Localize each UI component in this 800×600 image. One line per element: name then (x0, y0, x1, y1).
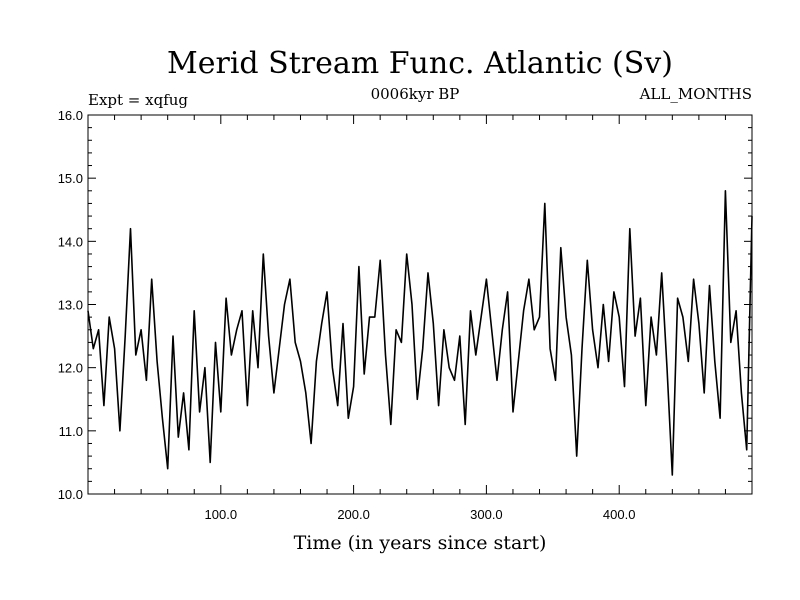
chart-title: Merid Stream Func. Atlantic (Sv) (167, 46, 673, 81)
y-tick-label: 14.0 (58, 234, 83, 249)
y-tick-label: 11.0 (59, 424, 83, 439)
x-tick-label: 400.0 (603, 507, 636, 522)
x-axis-label: Time (in years since start) (294, 532, 547, 554)
experiment-label: Expt = xqfug (88, 91, 188, 109)
y-tick-label: 16.0 (58, 108, 83, 123)
y-tick-label: 13.0 (58, 298, 83, 313)
x-tick-label: 200.0 (337, 507, 370, 522)
axis-ticks: 10.0 11.0 12.0 13.0 14.0 15.0 16.0 100.0 200.0 30… (58, 108, 752, 522)
x-tick-label: 300.0 (470, 507, 503, 522)
y-tick-label: 12.0 (58, 361, 83, 376)
months-label: ALL_MONTHS (639, 85, 752, 103)
x-tick-label: 100.0 (205, 507, 238, 522)
y-tick-label: 15.0 (58, 171, 83, 186)
period-label: 0006kyr BP (371, 85, 460, 103)
series-layer (87, 190, 753, 476)
series-line (87, 190, 753, 476)
y-tick-label: 10.0 (58, 487, 83, 502)
